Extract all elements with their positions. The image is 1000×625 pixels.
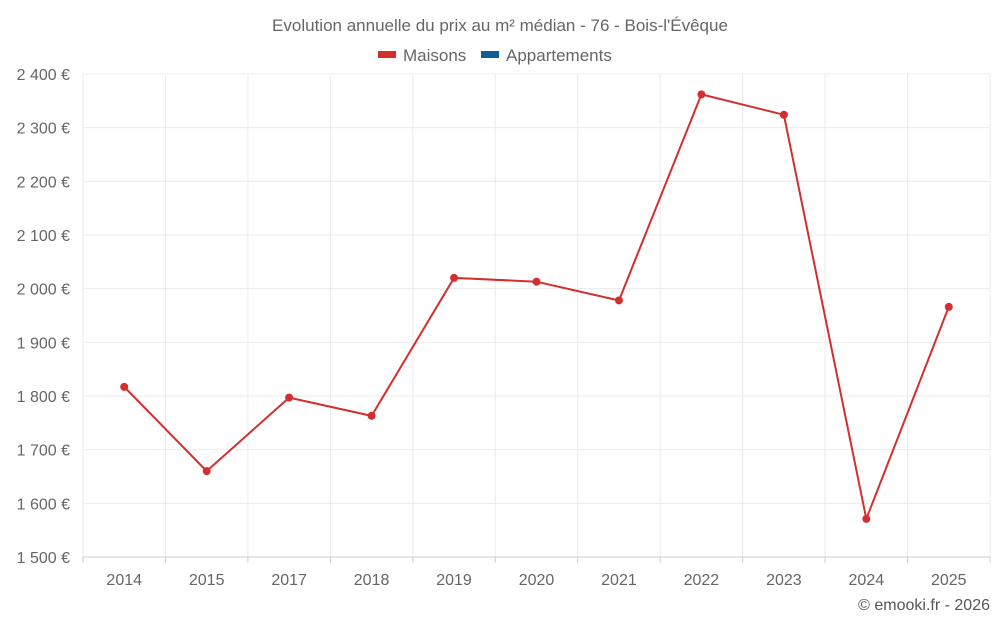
legend-label-appartements: Appartements bbox=[506, 46, 612, 65]
x-tick-label: 2017 bbox=[271, 572, 307, 589]
chart-title: Evolution annuelle du prix au m² médian … bbox=[272, 16, 728, 35]
gridlines bbox=[82, 73, 991, 563]
y-tick-label: 2 000 € bbox=[17, 282, 70, 299]
legend-swatch-appartements bbox=[481, 51, 499, 58]
x-tick-label: 2023 bbox=[766, 572, 802, 589]
y-tick-label: 2 300 € bbox=[17, 121, 70, 138]
y-tick-label: 1 600 € bbox=[17, 496, 70, 513]
data-point-maisons[interactable] bbox=[202, 467, 211, 476]
data-point-maisons[interactable] bbox=[779, 110, 788, 119]
x-tick-label: 2022 bbox=[684, 572, 720, 589]
y-tick-label: 2 200 € bbox=[17, 174, 70, 191]
x-tick-label: 2014 bbox=[106, 572, 142, 589]
legend-item-appartements[interactable]: Appartements bbox=[481, 46, 612, 65]
data-point-maisons[interactable] bbox=[944, 302, 953, 311]
x-tick-label: 2024 bbox=[849, 572, 885, 589]
x-tick-label: 2021 bbox=[601, 572, 637, 589]
data-point-maisons[interactable] bbox=[614, 296, 623, 305]
y-tick-label: 2 400 € bbox=[17, 67, 70, 84]
data-point-maisons[interactable] bbox=[450, 273, 459, 282]
y-tick-label: 1 900 € bbox=[17, 335, 70, 352]
data-point-maisons[interactable] bbox=[697, 90, 706, 99]
data-point-maisons[interactable] bbox=[285, 393, 294, 402]
legend-item-maisons[interactable]: Maisons bbox=[378, 46, 466, 65]
y-tick-label: 1 800 € bbox=[17, 389, 70, 406]
data-point-maisons[interactable] bbox=[532, 277, 541, 286]
data-point-maisons[interactable] bbox=[862, 514, 871, 523]
credit-text: © emooki.fr - 2026 bbox=[858, 597, 990, 614]
series-maisons bbox=[120, 90, 953, 523]
x-tick-label: 2018 bbox=[354, 572, 390, 589]
data-point-maisons[interactable] bbox=[120, 382, 129, 391]
x-tick-label: 2020 bbox=[519, 572, 555, 589]
y-tick-label: 2 100 € bbox=[17, 228, 70, 245]
legend-swatch-maisons bbox=[378, 51, 396, 58]
x-tick-label: 2015 bbox=[189, 572, 225, 589]
x-tick-label: 2019 bbox=[436, 572, 472, 589]
y-axis-ticks: 2 400 € 2 300 € 2 200 € 2 100 € 2 000 € 1 900… bbox=[17, 67, 70, 567]
x-tick-label: 2025 bbox=[931, 572, 967, 589]
legend-label-maisons: Maisons bbox=[403, 46, 466, 65]
y-tick-label: 1 700 € bbox=[17, 443, 70, 460]
y-tick-label: 1 500 € bbox=[17, 550, 70, 567]
data-point-maisons[interactable] bbox=[367, 411, 376, 420]
legend: Maisons Appartements bbox=[378, 46, 612, 65]
x-axis-ticks: 2014 2015 2017 2018 2019 2020 2021 2022 2023 2024… bbox=[106, 572, 966, 589]
